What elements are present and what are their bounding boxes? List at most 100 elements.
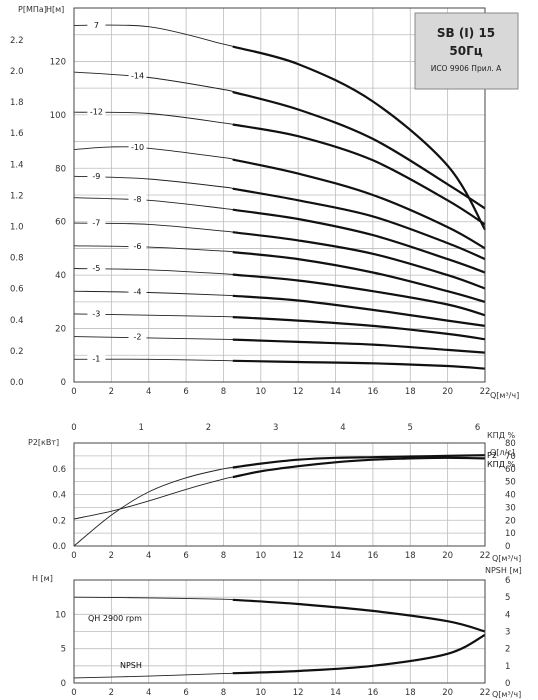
title-line-1: SB (I) 15 <box>437 26 495 40</box>
x-tick-label: 4 <box>146 551 151 561</box>
pressure-tick-label: 1.0 <box>10 223 24 233</box>
head-curve-operating <box>232 208 486 274</box>
curve-label: -1 <box>92 354 100 363</box>
series-curve-thin <box>73 476 233 520</box>
x-tick-label: 12 <box>293 387 304 397</box>
head-curve-operating <box>232 251 486 303</box>
x-tick-label: 0 <box>71 387 76 397</box>
title-box-background <box>414 12 519 90</box>
pressure-tick-label: 0.4 <box>10 316 24 326</box>
curve-label-bg <box>128 141 147 152</box>
title-box: SB (I) 15 50Гц ИСО 9906 Прил. А <box>414 12 519 90</box>
x-tick-label: 18 <box>405 688 416 698</box>
curve-label-bg <box>87 308 106 319</box>
series-label-efficiency: КПД % <box>487 460 515 469</box>
pressure-tick-label: 0.2 <box>10 347 24 357</box>
x-tick-label: 22 <box>480 387 491 397</box>
series-label-npsh: NPSH <box>120 661 142 670</box>
series-curve-thin <box>73 672 234 679</box>
x-tick-label: 0 <box>71 688 76 698</box>
y2-tick-label: 30 <box>505 503 516 513</box>
x-tick-label: 20 <box>442 688 453 698</box>
x-tick-label: 10 <box>255 551 266 561</box>
y2-tick-label: 4 <box>505 610 510 620</box>
x-tick-label: 8 <box>221 688 226 698</box>
power-y-axis-label: P2[кВт] <box>28 438 59 447</box>
npsh-chart-frame <box>73 579 486 684</box>
y-tick-label: 0 <box>61 378 66 388</box>
y-tick-label: 0.6 <box>52 465 66 475</box>
series-curve-operating <box>232 456 486 479</box>
pressure-tick-label: 2.2 <box>10 36 24 46</box>
power-chart-ticks: 0 2 4 6 8 10 12 14 16 18 20 22 0.0 0.2 0.4 0.6 0 10 20 30 40… <box>52 439 515 561</box>
head-curve-thin <box>73 245 234 253</box>
y-tick-label: 80 <box>55 164 66 174</box>
head-curve-operating <box>232 359 486 370</box>
head-curve-operating <box>232 231 486 290</box>
y2-tick-label: 0 <box>505 679 510 689</box>
y2-tick-label: 1 <box>505 662 510 672</box>
y-tick-label: 5 <box>61 645 66 655</box>
x-tick-label: 2 <box>109 387 114 397</box>
x2-tick-label: 6 <box>475 423 480 433</box>
x-tick-label: 16 <box>367 387 378 397</box>
npsh-x-axis-label: Q[м³/ч] <box>492 690 521 699</box>
npsh-curves: QH 2900 rpm NPSH <box>73 596 486 679</box>
power-y2-axis-label: КПД % <box>487 431 515 440</box>
curve-label: -4 <box>134 287 142 296</box>
x-tick-label: 14 <box>330 551 341 561</box>
x-tick-label: 2 <box>109 551 114 561</box>
series-curve-operating <box>232 633 486 675</box>
series-curve-thin <box>73 596 234 601</box>
y2-tick-label: 40 <box>505 491 516 501</box>
y2-tick-label: 50 <box>505 478 516 488</box>
curve-label: -6 <box>134 242 142 251</box>
series-label-p2: P2 <box>487 451 497 460</box>
head-x2-axis-label: Q[л/с] <box>490 448 515 457</box>
head-curve-thin <box>73 336 234 341</box>
head-curve-operating <box>232 123 486 226</box>
x-tick-label: 16 <box>367 551 378 561</box>
curve-label-bg <box>128 240 147 251</box>
series-curve-thin <box>73 467 233 547</box>
y2-tick-label: 2 <box>505 645 510 655</box>
x2-tick-label: 1 <box>139 423 144 433</box>
x-tick-label: 4 <box>146 387 151 397</box>
pressure-tick-label: 1.6 <box>10 129 24 139</box>
x-tick-label: 20 <box>442 387 453 397</box>
curve-label-bg <box>87 171 106 182</box>
curve-label-bg <box>87 106 106 117</box>
title-line-2: 50Гц <box>449 44 482 58</box>
y-tick-label: 0 <box>61 679 66 689</box>
series-curve-operating <box>232 454 486 469</box>
curve-label: -2 <box>134 333 142 342</box>
curve-label: -5 <box>92 264 100 273</box>
x-tick-label: 12 <box>293 551 304 561</box>
pressure-tick-label: 1.2 <box>10 191 24 201</box>
curve-label: 7 <box>94 21 99 30</box>
y-tick-label: 0.0 <box>52 542 66 552</box>
title-line-3: ИСО 9906 Прил. А <box>431 64 502 73</box>
y2-tick-label: 20 <box>505 516 516 526</box>
head-chart-frame <box>73 7 486 383</box>
pressure-tick-label: 2.0 <box>10 67 24 77</box>
curve-label-bg <box>128 193 147 204</box>
pressure-tick-label: 0.8 <box>10 254 24 264</box>
head-curve-thin <box>73 290 234 297</box>
curve-label-bg <box>87 353 106 364</box>
head-curve-thin <box>73 146 234 161</box>
series-label-qh: QH 2900 rpm <box>88 614 142 623</box>
y2-tick-label: 5 <box>505 593 510 603</box>
y2-tick-label: 0 <box>505 542 510 552</box>
curve-label: -9 <box>92 172 100 181</box>
npsh-y2-axis-label: NPSH [м] <box>485 566 522 575</box>
curve-label-bg <box>128 331 147 342</box>
y2-tick-label: 6 <box>505 576 510 586</box>
curve-label-bg <box>128 286 147 297</box>
x-tick-label: 6 <box>183 387 188 397</box>
curve-label: -14 <box>131 72 144 81</box>
x2-tick-label: 0 <box>71 423 76 433</box>
y-tick-label: 0.4 <box>52 491 66 501</box>
curve-label: -8 <box>134 195 142 204</box>
